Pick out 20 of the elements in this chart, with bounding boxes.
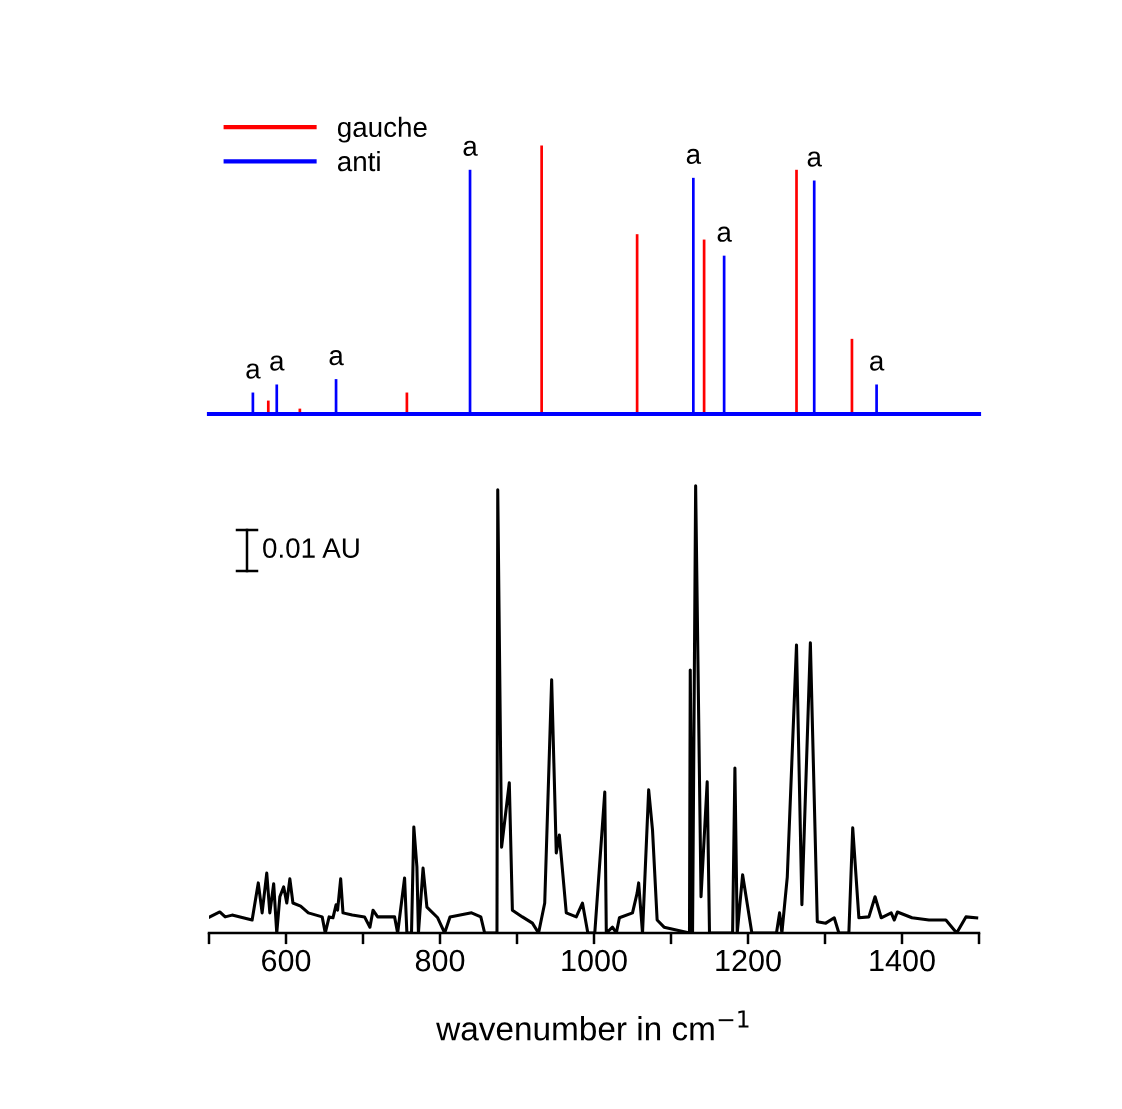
- bar: [795, 169, 798, 414]
- x-tick-label: 800: [415, 949, 465, 972]
- x-tick-label: 1000: [562, 949, 627, 972]
- annotation: a: [329, 350, 344, 366]
- annotation: 0.01 AU: [263, 538, 359, 558]
- x-tick-label: 600: [262, 949, 311, 972]
- legend-label: gauche: [337, 116, 427, 143]
- annotation: a: [717, 226, 732, 242]
- bar: [540, 145, 543, 414]
- annotation: a: [807, 151, 822, 167]
- x-tick-label: 1400: [870, 949, 935, 972]
- bar: [266, 400, 270, 414]
- legend-label: anti: [337, 150, 380, 172]
- x-tick-label: 1200: [716, 949, 781, 972]
- annotation: a: [246, 363, 261, 379]
- annotation: a: [870, 355, 885, 371]
- annotation: a: [270, 355, 285, 371]
- annotation: a: [463, 140, 478, 156]
- annotation: a: [686, 148, 702, 165]
- x-axis-title: wavenumber in cm$^{−1}$: [436, 1010, 749, 1041]
